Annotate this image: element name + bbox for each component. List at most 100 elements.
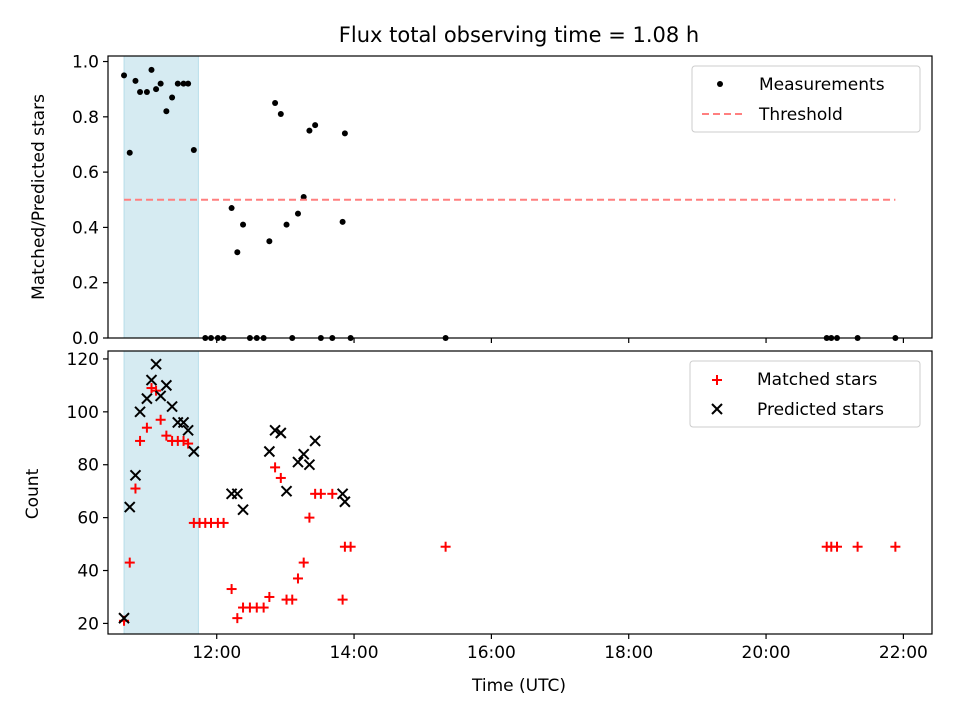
- predicted-star-point: [145, 374, 158, 386]
- count-x-tick-label: 12:00: [192, 643, 241, 663]
- predicted-star-point: [134, 406, 146, 418]
- ratio-shaded-span: [123, 55, 199, 339]
- matched-star-point: [130, 483, 141, 494]
- count-y-tick-label: 60: [77, 509, 99, 529]
- ratio-y-tick-label: 0.4: [72, 218, 99, 238]
- matched-star-point: [440, 541, 451, 552]
- measurement-point: [163, 108, 170, 115]
- matched-star-point: [304, 512, 315, 523]
- measurement-point: [121, 72, 128, 79]
- predicted-star-point: [292, 456, 304, 468]
- figure-title: Flux total observing time = 1.08 h: [339, 23, 699, 47]
- matched-star-point: [270, 462, 281, 473]
- measurement-point: [266, 238, 273, 245]
- matched-star-point: [124, 557, 135, 568]
- predicted-star-point: [280, 485, 293, 497]
- ratio-panel: 0.0 0.2 0.4 0.6 0.8 1.0 Matched/Predicted sta…: [29, 53, 933, 349]
- measurement-point: [341, 130, 348, 137]
- matched-star-point: [337, 594, 348, 605]
- predicted-star-point: [129, 469, 142, 482]
- count-x-axis-label: Time (UTC): [471, 676, 566, 696]
- count-y-tick-label: 120: [67, 350, 99, 370]
- matched-star-point: [275, 472, 286, 483]
- matched-star-point: [218, 517, 229, 528]
- predicted-star-point: [188, 445, 200, 458]
- ratio-y-tick-label: 0.6: [72, 163, 99, 183]
- measurement-point: [300, 194, 307, 200]
- count-panel: 12:00 14:00 16:00 18:00 20:00 22:00 20 40 60 80 10…: [23, 350, 933, 696]
- predicted-star-point: [231, 488, 244, 500]
- count-plot-frame: [107, 350, 933, 635]
- measurement-point: [157, 80, 164, 87]
- ratio-plot-frame: [107, 55, 933, 339]
- count-y-tick-label: 40: [77, 562, 99, 582]
- ratio-y-tick-label: 0.8: [72, 108, 99, 128]
- matched-star-point: [832, 541, 843, 552]
- measurement-point: [153, 86, 160, 93]
- measurement-point: [294, 210, 301, 217]
- matched-star-point: [161, 430, 172, 441]
- measurement-point: [234, 249, 241, 256]
- predicted-star-point: [297, 448, 310, 460]
- matched-star-point: [264, 591, 275, 602]
- measurement-point: [126, 149, 133, 156]
- predicted-star-point: [269, 424, 281, 437]
- measurement-point: [240, 221, 247, 228]
- measurement-point: [180, 80, 187, 87]
- predicted-star-point: [160, 379, 173, 392]
- predicted-star-point: [263, 445, 276, 458]
- legend-matched-label: Matched stars: [757, 370, 877, 390]
- predicted-star-point: [177, 416, 190, 429]
- ratio-y-tick-label: 0.2: [72, 274, 99, 294]
- count-legend: Matched stars Predicted stars: [689, 360, 921, 428]
- measurement-point: [283, 221, 290, 228]
- matched-star-point: [298, 557, 309, 568]
- predicted-star-point: [124, 501, 136, 513]
- measurement-point: [148, 66, 155, 73]
- predicted-star-point: [154, 390, 167, 402]
- matched-star-point: [852, 541, 863, 552]
- ratio-legend-box: [691, 65, 921, 133]
- predicted-star-point: [275, 427, 287, 439]
- measurement-point: [228, 205, 235, 212]
- measurement-point: [169, 94, 176, 101]
- matched-star-point: [258, 602, 269, 613]
- predicted-star-point: [339, 496, 351, 508]
- count-y-tick-label: 80: [77, 456, 99, 476]
- matched-star-point: [226, 584, 237, 595]
- matched-star-point: [141, 422, 152, 433]
- predicted-star-point: [166, 400, 178, 413]
- matched-star-point: [345, 541, 356, 552]
- count-legend-box: [689, 360, 921, 428]
- matched-star-point: [890, 541, 901, 552]
- count-x-tick-label: 14:00: [330, 643, 379, 663]
- matched-star-point: [315, 488, 326, 499]
- matched-star-point: [232, 613, 243, 624]
- legend-predicted-label: Predicted stars: [757, 400, 884, 420]
- ratio-y-tick-label: 1.0: [72, 53, 99, 73]
- count-y-tick-label: 20: [77, 614, 99, 634]
- ratio-y-axis-label: Matched/Predicted stars: [29, 94, 49, 300]
- matched-star-point: [287, 594, 298, 605]
- legend-measurements-marker: [717, 81, 723, 87]
- count-x-tick-label: 20:00: [742, 643, 791, 663]
- predicted-star-point: [237, 503, 249, 516]
- predicted-star-point: [303, 459, 316, 471]
- measurement-point: [174, 80, 181, 87]
- legend-predicted-marker: [711, 403, 723, 415]
- matched-star-point: [155, 414, 166, 425]
- measurement-point: [190, 147, 197, 153]
- predicted-star-point: [336, 488, 349, 500]
- predicted-star-point: [150, 358, 162, 370]
- measurement-point: [339, 218, 346, 225]
- count-x-tick-label: 18:00: [604, 643, 653, 663]
- matched-star-point: [327, 488, 338, 499]
- ratio-legend: Measurements Threshold: [691, 65, 921, 133]
- legend-measurements-label: Measurements: [759, 75, 885, 95]
- measurement-point: [185, 80, 192, 87]
- ratio-y-tick-label: 0.0: [72, 329, 99, 349]
- measurement-point: [132, 77, 139, 84]
- matched-star-point: [135, 435, 146, 446]
- measurement-point: [143, 88, 150, 95]
